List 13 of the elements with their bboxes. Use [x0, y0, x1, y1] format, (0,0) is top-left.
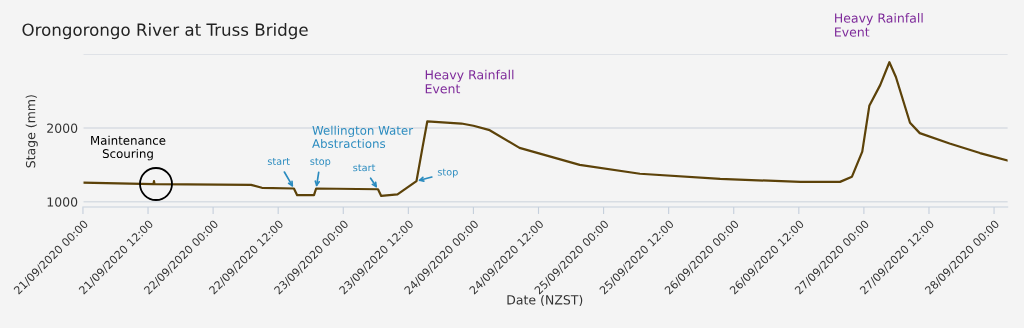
- y-tick-label: 1000: [47, 197, 78, 207]
- y-tick-label: 2000: [47, 123, 78, 133]
- annotation: Maintenance Scouring: [91, 135, 166, 161]
- annotation: Wellington Water Abstractions: [312, 125, 414, 149]
- annotation: stop: [437, 168, 458, 178]
- annotation: start: [267, 157, 290, 165]
- y-axis-title: Stage (mm): [25, 95, 38, 168]
- annotation: stop: [310, 157, 331, 167]
- x-axis-title: Date (NZST): [507, 294, 583, 307]
- annotation: Heavy Rainfall Event: [425, 69, 514, 94]
- annotation: Heavy Rainfall Event: [835, 13, 923, 37]
- annotation: start: [353, 164, 376, 172]
- chart-title: Orongorongo River at Truss Bridge: [22, 23, 308, 40]
